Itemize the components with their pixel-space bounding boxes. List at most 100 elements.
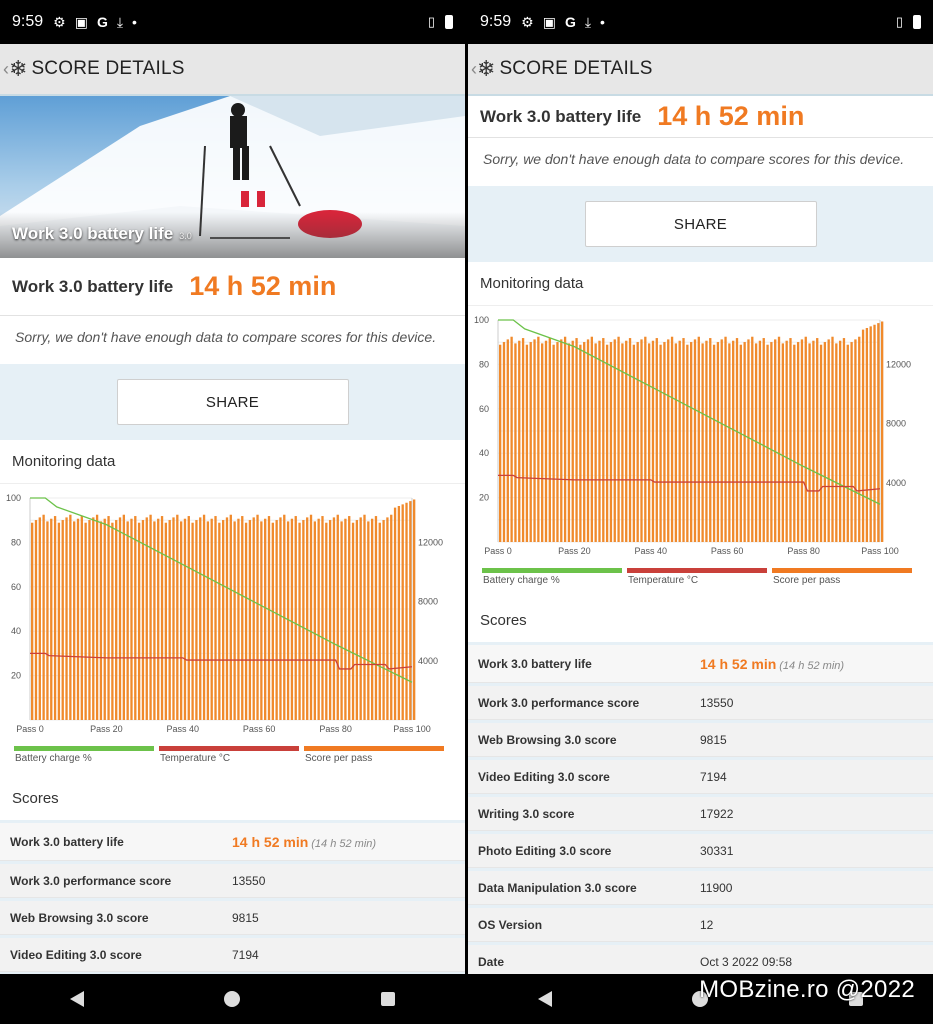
score-bar	[521, 338, 525, 542]
nav-back-icon[interactable]	[538, 991, 553, 1007]
score-bar	[770, 342, 773, 542]
score-bar	[819, 344, 823, 542]
result-label: Work 3.0 battery life	[480, 106, 642, 126]
score-bar	[65, 517, 68, 720]
score-row: Work 3.0 battery life 14 h 52 min (14 h 52…	[0, 823, 465, 861]
download-icon: ⤓	[116, 14, 124, 30]
score-bar	[176, 514, 179, 720]
score-bar	[831, 336, 834, 542]
share-button[interactable]: SHARE	[584, 201, 817, 247]
score-bar	[134, 516, 137, 720]
score-bar	[233, 521, 236, 720]
score-bar	[628, 338, 632, 542]
result-row: Work 3.0 battery life 14 h 52 min	[0, 258, 465, 316]
score-bar	[298, 522, 301, 720]
legend-label: Battery charge %	[15, 753, 92, 764]
watermark: MOBzine.ro @2022	[699, 976, 915, 1003]
result-value: 14 h 52 min	[189, 271, 337, 301]
phone-screenshot-left: 9:59 ⚙ ▣ G ⤓ • ▯ ‹ ❄ SCORE DETAILS	[0, 0, 465, 1024]
battery-icon	[445, 15, 453, 29]
score-bar	[651, 340, 655, 542]
score-bar	[168, 520, 171, 720]
y-left-tick: 60	[479, 404, 489, 414]
x-tick: Pass 100	[861, 546, 899, 556]
score-bar	[758, 340, 762, 542]
score-bar	[678, 340, 681, 542]
score-bar	[405, 502, 408, 720]
score-bar	[38, 517, 41, 720]
score-value: 9815	[232, 910, 259, 925]
legend-swatch	[14, 746, 154, 751]
y-right-tick: 8000	[886, 419, 906, 429]
x-tick: Pass 0	[16, 724, 44, 734]
score-bar	[709, 338, 712, 542]
score-name: Work 3.0 performance score	[478, 695, 640, 710]
share-button[interactable]: SHARE	[116, 379, 349, 425]
score-bar	[548, 338, 551, 542]
score-bar	[88, 520, 91, 720]
score-bar	[724, 336, 727, 542]
back-chevron-icon[interactable]: ‹	[3, 58, 9, 79]
score-bar	[838, 340, 842, 542]
scores-title: Scores	[0, 776, 465, 820]
score-bar	[241, 516, 244, 720]
status-time: 9:59	[12, 13, 44, 30]
monitoring-title: Monitoring data	[0, 440, 465, 484]
score-row: Video Editing 3.0 score 7194	[0, 938, 465, 972]
dot-icon: •	[132, 14, 137, 30]
score-bar	[636, 342, 639, 542]
score-row: Web Browsing 3.0 score 9815	[468, 723, 933, 757]
google-icon: G	[96, 14, 108, 30]
content-scroll[interactable]: Work 3.0 battery life 3.0 Work 3.0 batter…	[0, 96, 465, 974]
score-bar	[328, 520, 332, 720]
score-bar	[674, 343, 678, 542]
score-bar	[781, 343, 785, 542]
nav-recents-icon[interactable]	[380, 992, 395, 1006]
nav-recents-icon[interactable]	[848, 992, 863, 1006]
legend-swatch	[159, 746, 299, 751]
nav-back-icon[interactable]	[70, 991, 85, 1007]
score-bar	[869, 326, 872, 542]
back-chevron-icon[interactable]: ‹	[471, 58, 477, 79]
score-value: Oct 3 2022 09:58	[700, 954, 793, 969]
score-bar	[279, 517, 282, 720]
nav-home-icon[interactable]	[692, 991, 709, 1007]
score-bar	[252, 517, 255, 720]
score-bar	[537, 336, 540, 542]
score-bar	[525, 344, 529, 542]
score-bar	[777, 336, 781, 542]
score-row: Writing 3.0 score 17922	[468, 797, 933, 831]
score-bar	[218, 522, 221, 720]
score-bar	[115, 520, 118, 720]
score-bar	[61, 520, 64, 720]
y-left-tick: 40	[479, 448, 489, 458]
score-bar	[533, 339, 536, 542]
result-value: 14 h 52 min	[657, 101, 805, 131]
score-name: Web Browsing 3.0 score	[10, 910, 149, 925]
nav-home-icon[interactable]	[224, 991, 241, 1007]
score-bar	[728, 343, 731, 542]
content-scroll[interactable]: Work 3.0 battery life 14 h 52 min Sorry,…	[468, 96, 933, 974]
score-bar	[793, 344, 796, 542]
score-bar	[754, 343, 758, 542]
score-bar	[732, 340, 735, 542]
vibrate-icon: ▯	[895, 14, 903, 29]
legend-label: Score per pass	[305, 753, 372, 764]
share-zone: SHARE	[0, 364, 465, 440]
hero-banner: Work 3.0 battery life 3.0	[0, 96, 465, 258]
y-left-tick: 20	[479, 493, 489, 503]
sim-icon: ▣	[74, 14, 88, 30]
score-bar	[351, 522, 355, 720]
score-bar	[46, 521, 49, 720]
score-bar	[835, 343, 838, 542]
score-bar	[816, 338, 819, 542]
score-value-sub: (14 h 52 min)	[779, 659, 845, 672]
score-value-main: 14 h 52 min	[700, 655, 777, 672]
score-bar	[502, 342, 506, 542]
score-bar	[183, 518, 187, 720]
score-bar	[348, 516, 351, 720]
score-bar	[644, 336, 647, 542]
monitoring-chart-svg: 100 80 60 40 20 12000 8000 4000 Pass 0 Pass 20 Pas…	[6, 493, 444, 764]
score-name: OS Version	[478, 917, 543, 932]
monitoring-chart: 100 80 60 40 20 12000 8000 4000 Pass 0 Pass 20 Pas…	[0, 484, 465, 776]
